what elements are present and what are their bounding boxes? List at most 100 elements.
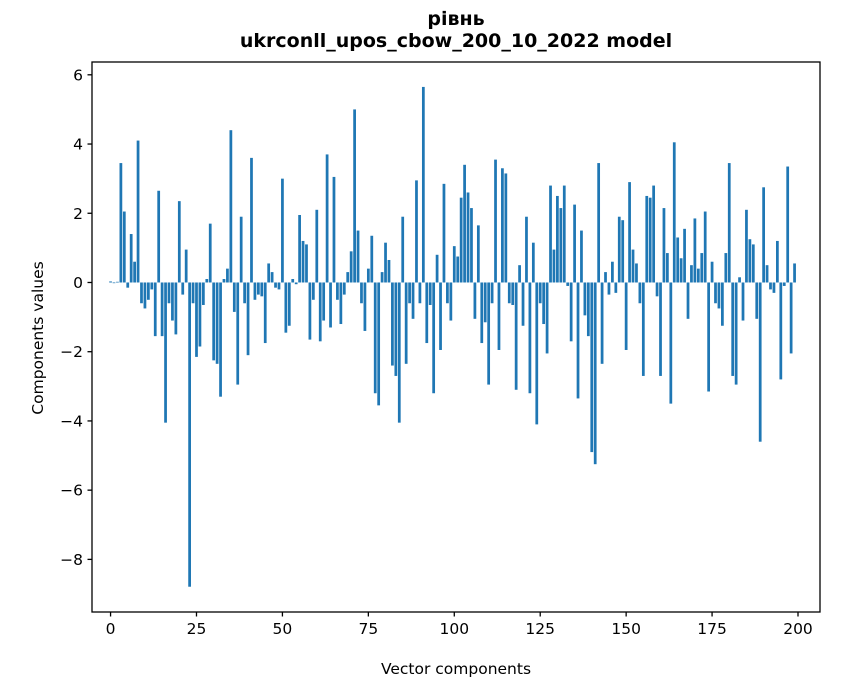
- bar: [284, 282, 288, 333]
- bar: [428, 282, 432, 305]
- bar: [700, 253, 704, 283]
- bar: [604, 272, 607, 283]
- bar: [418, 282, 422, 304]
- bar: [762, 187, 765, 283]
- bar: [731, 282, 735, 376]
- bar: [208, 223, 212, 283]
- bar: [456, 256, 460, 283]
- bar: [332, 176, 336, 283]
- bar: [504, 173, 508, 283]
- y-tick-label: 2: [73, 205, 83, 223]
- bar: [765, 265, 769, 283]
- bar: [676, 237, 680, 283]
- bar: [556, 195, 559, 283]
- bar: [143, 282, 147, 309]
- bar: [549, 185, 552, 283]
- bar: [741, 282, 745, 321]
- bar: [301, 240, 305, 283]
- y-axis-label: Components values: [29, 261, 47, 415]
- bar: [212, 282, 216, 361]
- bar: [466, 192, 470, 283]
- bar: [476, 225, 480, 283]
- bar: [782, 282, 786, 286]
- bar: [195, 282, 198, 357]
- bar: [281, 178, 284, 283]
- y-tick-label: −8: [60, 551, 83, 569]
- bar: [270, 272, 274, 283]
- bar: [349, 251, 353, 283]
- bar: [122, 211, 126, 283]
- bar: [109, 281, 112, 283]
- bar: [487, 282, 491, 385]
- x-tick-label: 50: [273, 620, 293, 638]
- bar: [573, 204, 576, 283]
- bar: [483, 282, 487, 323]
- y-tick-label: 4: [73, 136, 83, 154]
- bar: [786, 166, 790, 283]
- bar: [789, 282, 793, 354]
- bar: [652, 185, 656, 283]
- bar: [226, 268, 229, 283]
- bar: [748, 239, 752, 283]
- bar: [229, 130, 233, 283]
- bar: [542, 282, 546, 325]
- bar: [287, 282, 291, 326]
- bar: [171, 282, 174, 321]
- bar: [232, 282, 236, 312]
- bar: [758, 282, 762, 442]
- bar: [480, 282, 484, 344]
- bar: [707, 282, 711, 392]
- bar: [755, 282, 759, 319]
- bar: [717, 282, 721, 309]
- bar: [184, 249, 188, 283]
- bar: [669, 282, 673, 404]
- bar: [298, 214, 301, 283]
- bar: [569, 282, 573, 342]
- bar: [260, 282, 264, 297]
- bar: [521, 282, 525, 326]
- bar: [425, 282, 429, 344]
- y-tick-label: −4: [60, 412, 83, 430]
- bar: [246, 282, 250, 356]
- bar: [703, 211, 707, 283]
- bar: [384, 242, 387, 283]
- bar: [621, 220, 625, 283]
- bar: [219, 282, 222, 397]
- bar: [126, 282, 130, 288]
- bar: [490, 282, 494, 304]
- bar: [617, 216, 621, 283]
- bar: [772, 282, 776, 293]
- bar: [525, 216, 528, 283]
- bar: [528, 282, 532, 394]
- bar: [511, 282, 515, 305]
- bar: [580, 230, 583, 283]
- bar: [432, 282, 436, 394]
- bar: [315, 209, 319, 283]
- bar: [133, 261, 136, 283]
- bar: [215, 282, 219, 364]
- chart-title-model: ukrconll_upos_cbow_200_10_2022 model: [239, 30, 673, 53]
- bar: [710, 261, 714, 283]
- bar: [635, 263, 638, 283]
- bar: [346, 272, 350, 283]
- bar: [727, 163, 731, 283]
- bar: [322, 282, 326, 321]
- bar: [274, 282, 277, 288]
- bar: [662, 208, 666, 283]
- bar: [686, 282, 690, 319]
- x-axis-label: Vector components: [380, 660, 532, 678]
- bar: [628, 182, 631, 283]
- bar: [401, 216, 405, 283]
- bar: [380, 272, 384, 283]
- bar: [724, 253, 728, 283]
- bar: [659, 282, 662, 376]
- bar: [497, 282, 501, 350]
- chart-title-word: рівнь: [427, 8, 485, 30]
- bar: [446, 282, 449, 304]
- bar: [590, 282, 594, 453]
- bar: [655, 282, 659, 297]
- bar: [250, 157, 253, 283]
- bar: [157, 190, 161, 283]
- bar: [263, 282, 267, 344]
- bar: [470, 208, 473, 283]
